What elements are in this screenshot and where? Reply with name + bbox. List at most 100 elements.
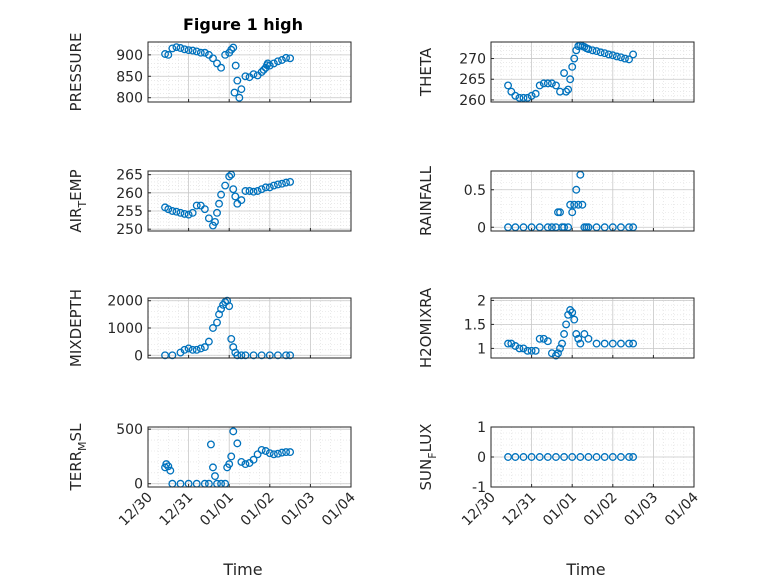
data-point	[600, 453, 609, 461]
data-point	[217, 304, 226, 313]
data-point	[568, 62, 577, 71]
data-point	[188, 208, 197, 217]
y-tick-label: 250	[116, 222, 143, 238]
data-point	[562, 87, 571, 96]
data-point	[625, 453, 633, 461]
data-point	[286, 54, 295, 63]
y-axis-label: TERRMSL	[67, 423, 89, 492]
data-point	[188, 46, 197, 55]
data-point	[535, 453, 544, 461]
data-point	[588, 46, 597, 55]
data-point	[217, 190, 226, 199]
data-point	[584, 334, 593, 343]
data-point	[568, 208, 577, 217]
data-point	[225, 172, 234, 181]
data-point	[286, 351, 295, 360]
data-point	[570, 200, 579, 209]
data-point	[180, 209, 189, 218]
data-point	[621, 54, 629, 63]
data-point	[564, 310, 573, 319]
y-tick-label: -1	[472, 480, 486, 496]
data-point	[584, 45, 593, 53]
data-point	[278, 179, 286, 188]
data-point	[286, 448, 295, 457]
y-axis-label: PRESSURE	[67, 33, 85, 112]
data-point	[570, 315, 579, 324]
y-tick-label: 1000	[107, 321, 143, 337]
axes-box	[490, 297, 695, 359]
data-point	[172, 207, 181, 216]
data-point	[166, 466, 175, 475]
data-point	[184, 46, 193, 55]
data-point	[552, 453, 560, 461]
data-point	[164, 462, 173, 471]
y-tick-label: 255	[116, 204, 143, 220]
data-point	[515, 93, 524, 102]
data-point	[184, 344, 193, 353]
y-tick-label: 0	[134, 348, 143, 364]
data-point	[237, 196, 246, 205]
data-point	[249, 187, 258, 196]
data-point	[580, 330, 589, 338]
y-axis-label: THETA	[417, 47, 435, 97]
data-point	[249, 351, 258, 360]
data-point	[261, 447, 270, 455]
data-point	[269, 181, 278, 190]
data-point	[535, 334, 544, 343]
y-axis-label: RAINFALL	[417, 165, 435, 236]
y-axis-label: H2OMIXRA	[417, 287, 435, 368]
data-point	[584, 453, 593, 461]
data-point	[204, 214, 213, 223]
y-axis-label: AIRTEMP	[67, 169, 89, 232]
y-tick-label: 260	[459, 93, 486, 109]
data-point	[229, 43, 238, 52]
data-point	[600, 49, 609, 58]
data-point	[172, 43, 181, 52]
data-point	[523, 93, 532, 102]
data-point	[592, 339, 601, 348]
data-point	[568, 453, 577, 461]
data-point	[616, 453, 625, 461]
data-point	[616, 53, 625, 62]
data-point	[552, 351, 560, 360]
y-tick-label: 800	[116, 91, 143, 107]
y-axis-label-part: SL	[67, 423, 85, 442]
y-axis-label-subscript: M	[76, 441, 89, 451]
data-point	[269, 59, 278, 68]
data-point	[230, 88, 239, 97]
data-point	[231, 61, 240, 70]
data-point	[523, 346, 532, 355]
y-axis-label-part: EMP	[67, 169, 85, 200]
y-axis-label-part: TERR	[67, 451, 85, 492]
data-point	[229, 427, 238, 436]
y-axis-label-part: RAINFALL	[417, 165, 435, 236]
data-point	[209, 463, 217, 472]
data-point	[231, 192, 240, 201]
y-axis-label-subscript: F	[426, 452, 439, 458]
data-point	[225, 460, 234, 469]
data-point	[616, 339, 625, 348]
data-point	[278, 56, 286, 64]
y-tick-label: 265	[116, 168, 143, 184]
y-tick-label: 2000	[107, 294, 143, 310]
data-point	[282, 53, 290, 62]
data-point	[273, 351, 282, 360]
data-point	[531, 89, 540, 98]
data-point	[235, 93, 244, 102]
y-tick-label: 1	[477, 420, 486, 436]
data-point	[572, 46, 581, 55]
panel-air-temp: 250 255 260 265 AIRTEMP	[67, 168, 352, 238]
data-point	[188, 345, 197, 354]
data-point	[164, 205, 173, 214]
data-point	[233, 76, 242, 85]
data-point	[574, 200, 583, 209]
data-point	[539, 334, 548, 343]
data-point	[629, 339, 638, 348]
data-point	[215, 199, 223, 208]
panel-theta: 260 265 270 THETA	[417, 41, 695, 109]
data-point	[574, 334, 583, 343]
data-point	[547, 79, 556, 88]
data-point	[261, 183, 270, 192]
data-point	[572, 330, 581, 338]
data-point	[527, 453, 536, 461]
